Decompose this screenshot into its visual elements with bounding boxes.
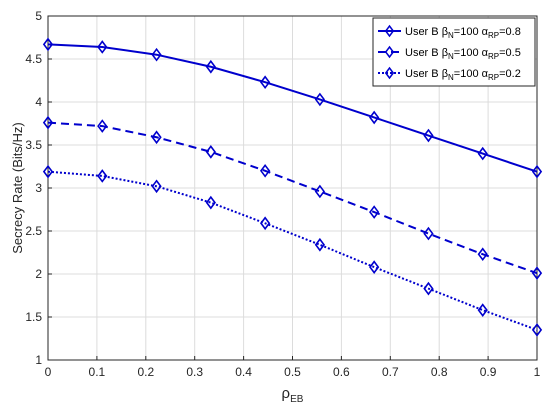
legend-marker <box>384 24 395 38</box>
x-tick-label: 0.6 <box>333 365 350 379</box>
data-point-marker <box>531 323 543 337</box>
legend-label: User B βN=100 αRP=0.8 <box>405 26 521 40</box>
x-tick-label: 0.8 <box>431 365 448 379</box>
data-point-marker <box>477 303 488 317</box>
legend-user: User B <box>405 47 442 59</box>
data-point-marker <box>205 145 216 159</box>
data-point-marker <box>314 92 326 107</box>
x-tick-label: 1 <box>534 365 541 379</box>
legend-marker <box>384 45 395 59</box>
legend-label: User B βN=100 αRP=0.2 <box>405 68 521 82</box>
data-point-marker <box>97 169 108 183</box>
legend-alpha: α <box>482 68 489 80</box>
legend-alpha-sub: RP <box>488 73 499 82</box>
data-point-marker <box>369 260 380 274</box>
x-axis-ticks: 0 0.1 0.2 0.3 0.4 0.5 0.6 0.7 0.8 0.9 1 <box>45 356 541 379</box>
data-point-marker <box>42 115 54 130</box>
data-point-marker <box>259 163 271 178</box>
legend-marker <box>384 66 395 80</box>
data-point-marker <box>314 237 326 252</box>
legend-entry: User B βN=100 αRP=0.2 <box>378 66 521 82</box>
series-line <box>47 121 538 275</box>
legend-box <box>372 17 536 87</box>
data-point-marker <box>259 75 271 90</box>
x-axis-subscript: EB <box>290 394 304 405</box>
data-point-marker <box>259 216 271 231</box>
legend-label: User B βN=100 αRP=0.5 <box>405 47 521 61</box>
data-point-marker <box>531 266 543 280</box>
legend-beta-sub: N <box>448 31 454 40</box>
x-axis-label: ρEB <box>282 385 304 405</box>
x-tick-label: 0.7 <box>382 365 399 379</box>
x-axis-symbol: ρ <box>282 385 291 402</box>
y-tick-label: 3 <box>35 181 42 195</box>
data-point-marker <box>423 226 434 241</box>
series-layer <box>42 37 543 337</box>
data-point-marker <box>314 184 326 199</box>
legend-alpha: α <box>482 47 489 59</box>
y-axis-label: Secrecy Rate (Bits/Hz) <box>10 122 25 253</box>
x-tick-label: 0.4 <box>235 365 252 379</box>
legend-alpha-val: =0.8 <box>499 26 521 38</box>
legend-alpha-val: =0.5 <box>499 47 521 59</box>
legend-alpha-sub: RP <box>488 31 499 40</box>
data-point-marker <box>151 47 162 62</box>
legend-alpha: α <box>482 26 489 38</box>
y-axis-ticks: 1 1.5 2 2.5 3 3.5 4 4.5 5 <box>25 9 52 367</box>
data-point-marker <box>151 179 162 194</box>
legend-beta: β <box>442 47 448 59</box>
data-point-marker <box>151 130 162 145</box>
legend-beta-sub: N <box>448 73 454 82</box>
series-2 <box>42 115 543 280</box>
y-tick-label: 1.5 <box>25 310 42 324</box>
y-tick-label: 4.5 <box>25 52 42 66</box>
series-line <box>47 170 538 331</box>
x-tick-label: 0.2 <box>137 365 154 379</box>
data-point-marker <box>205 59 216 74</box>
data-point-marker <box>423 128 434 143</box>
data-point-marker <box>42 164 54 179</box>
data-point-marker <box>531 164 543 179</box>
legend-beta: β <box>442 68 448 80</box>
legend-beta-sub: N <box>448 52 454 61</box>
data-point-marker <box>97 119 108 133</box>
data-point-marker <box>477 146 488 161</box>
legend-beta-val: =100 <box>454 26 482 38</box>
data-point-marker <box>97 40 108 54</box>
data-point-marker <box>205 195 216 210</box>
y-tick-label: 1 <box>35 353 42 367</box>
x-tick-label: 0.9 <box>480 365 497 379</box>
legend-alpha-sub: RP <box>488 52 499 61</box>
y-tick-label: 3.5 <box>25 138 42 152</box>
legend-entry: User B βN=100 αRP=0.5 <box>378 45 521 61</box>
data-point-marker <box>477 247 488 262</box>
y-tick-label: 2.5 <box>25 224 42 238</box>
data-point-marker <box>42 37 54 52</box>
data-point-marker <box>369 110 380 125</box>
legend-beta: β <box>442 26 448 38</box>
y-tick-label: 5 <box>35 9 42 23</box>
y-tick-label: 4 <box>35 95 42 109</box>
x-tick-label: 0.1 <box>89 365 106 379</box>
data-point-marker <box>369 205 380 219</box>
legend-beta-val: =100 <box>454 68 482 80</box>
series-3 <box>42 164 543 337</box>
series-1 <box>42 37 543 179</box>
legend-user: User B <box>405 68 442 80</box>
series-line <box>47 43 538 173</box>
x-tick-label: 0.5 <box>284 365 301 379</box>
x-tick-label: 0.3 <box>186 365 203 379</box>
legend-alpha-val: =0.2 <box>499 68 521 80</box>
legend-entry: User B βN=100 αRP=0.8 <box>378 24 521 40</box>
x-tick-label: 0 <box>45 365 52 379</box>
legend-user: User B <box>405 26 442 38</box>
y-tick-label: 2 <box>35 267 42 281</box>
legend-beta-val: =100 <box>454 47 482 59</box>
data-point-marker <box>423 281 434 296</box>
